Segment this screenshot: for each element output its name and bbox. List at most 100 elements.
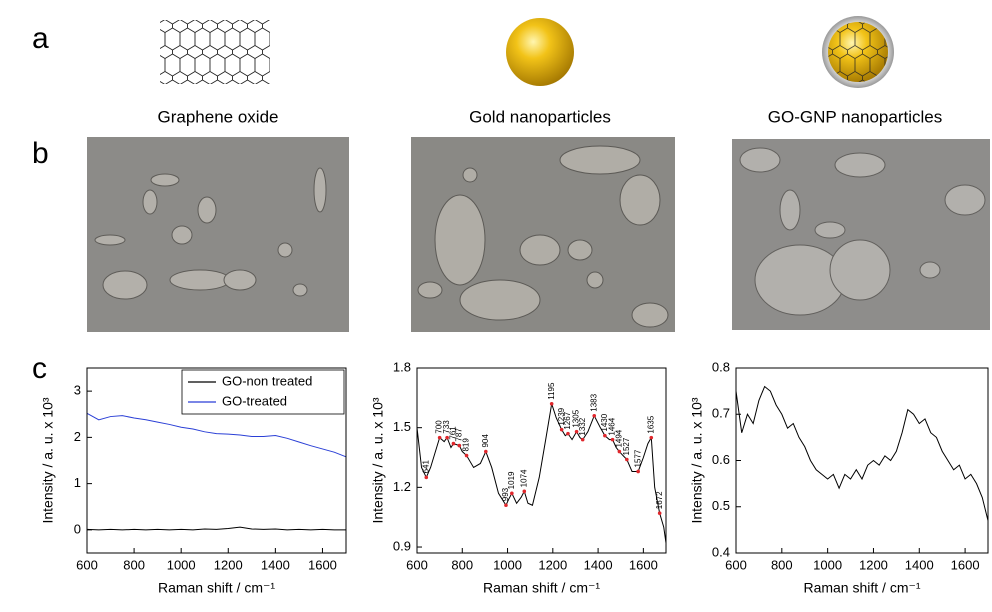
legend-label: GO-non treated [222,373,312,388]
panel-label: a [32,22,49,55]
y-tick-label: 0.7 [712,406,730,421]
data-line [416,403,667,544]
peak-label: 993 [501,487,510,501]
peak-label: 1494 [614,429,623,447]
y-tick-label: 1.5 [393,419,411,434]
y-tick-label: 2 [74,429,81,444]
legend: GO-non treated GO-treated [181,369,345,415]
y-tick-label: 1.8 [393,359,411,374]
y-tick-label: 1 [74,475,81,490]
peak-label: 904 [481,434,490,448]
peak-label: 761 [449,426,458,440]
micrograph [732,139,990,330]
x-tick-label: 1600 [951,557,980,572]
peak-label: 1332 [578,417,587,435]
x-tick-label: 600 [725,557,747,572]
y-tick-label: 0.5 [712,498,730,513]
peak-marker [592,413,597,418]
peak-marker [424,475,429,480]
peak-marker [580,437,585,442]
x-tick-label: 1000 [813,557,842,572]
go-gnp-icon [822,16,894,88]
y-axis-label: Intensity / a. u. x 10³ [370,397,386,523]
peak-marker [574,429,579,434]
peak-label: 700 [435,420,444,434]
x-tick-label: 1400 [261,557,290,572]
panel-label: c [32,352,47,385]
x-tick-label: 800 [123,557,145,572]
peak-label: 1672 [655,491,664,509]
caption: Gold nanoparticles [469,107,611,126]
y-tick-label: 0.8 [712,359,730,374]
x-tick-label: 1000 [493,557,522,572]
peak-marker [559,427,564,432]
peak-marker [457,443,462,448]
x-tick-label: 1200 [214,557,243,572]
peak-marker [603,433,607,438]
peak-label: 1635 [646,415,655,433]
peak-marker [625,457,629,462]
peak-marker [657,511,662,516]
peak-marker [566,431,570,436]
legend-box [181,369,345,415]
y-tick-label: 0.4 [712,544,730,559]
peak-label: 1305 [572,409,581,427]
y-tick-label: 1.2 [393,479,411,494]
graphene-icon [160,20,270,84]
data-line [86,526,346,531]
peak-label: 1267 [563,411,572,429]
peak-marker [445,435,449,440]
peak-label: 1019 [507,471,516,489]
peak-marker [451,441,456,446]
plot-frame [416,367,667,554]
peak-label: 1577 [633,449,642,467]
peak-marker [437,435,442,440]
x-axis-label: Raman shift / cm⁻¹ [483,580,600,596]
peak-marker [522,489,527,494]
caption: GO-GNP nanoparticles [768,107,942,126]
gold-icon [506,18,574,86]
peak-label: 641 [421,460,430,474]
x-tick-label: 1200 [538,557,567,572]
peak-label: 1527 [622,437,631,455]
peak-label: 787 [454,428,463,442]
x-tick-label: 1400 [905,557,934,572]
x-tick-label: 600 [406,557,428,572]
peak-marker [504,503,508,508]
plot-frame [86,367,347,554]
data-line [86,412,347,458]
x-axis-label: Raman shift / cm⁻¹ [803,580,920,596]
legend-label: GO-treated [222,393,287,408]
y-tick-label: 3 [74,383,81,398]
data-line [735,385,989,521]
caption: Graphene oxide [158,107,279,126]
peak-marker [464,453,469,458]
micrograph [87,137,349,332]
plot-frame [735,367,989,554]
peak-marker [610,437,615,442]
peak-label: 733 [442,420,451,434]
peak-label: 1195 [547,382,556,400]
peak-marker [549,402,554,406]
peak-label: 1430 [600,413,609,431]
y-tick-label: 0 [74,521,81,536]
x-tick-label: 1000 [167,557,196,572]
peak-marker [649,435,654,440]
peak-label: 1074 [519,469,528,487]
peak-marker [636,469,640,474]
peak-marker [510,491,514,496]
x-tick-label: 1600 [308,557,337,572]
peak-marker [484,449,488,454]
peak-marker [617,449,622,454]
x-tick-label: 800 [451,557,473,572]
x-axis-label: Raman shift / cm⁻¹ [158,580,275,596]
peak-label: 819 [462,438,471,452]
peak-label: 1239 [557,407,566,425]
x-tick-label: 1200 [859,557,888,572]
peak-label: 1383 [589,393,598,411]
y-tick-label: 0.9 [393,538,411,553]
y-tick-label: 0.6 [712,452,730,467]
panel-label: b [32,137,49,170]
x-tick-label: 1400 [584,557,613,572]
